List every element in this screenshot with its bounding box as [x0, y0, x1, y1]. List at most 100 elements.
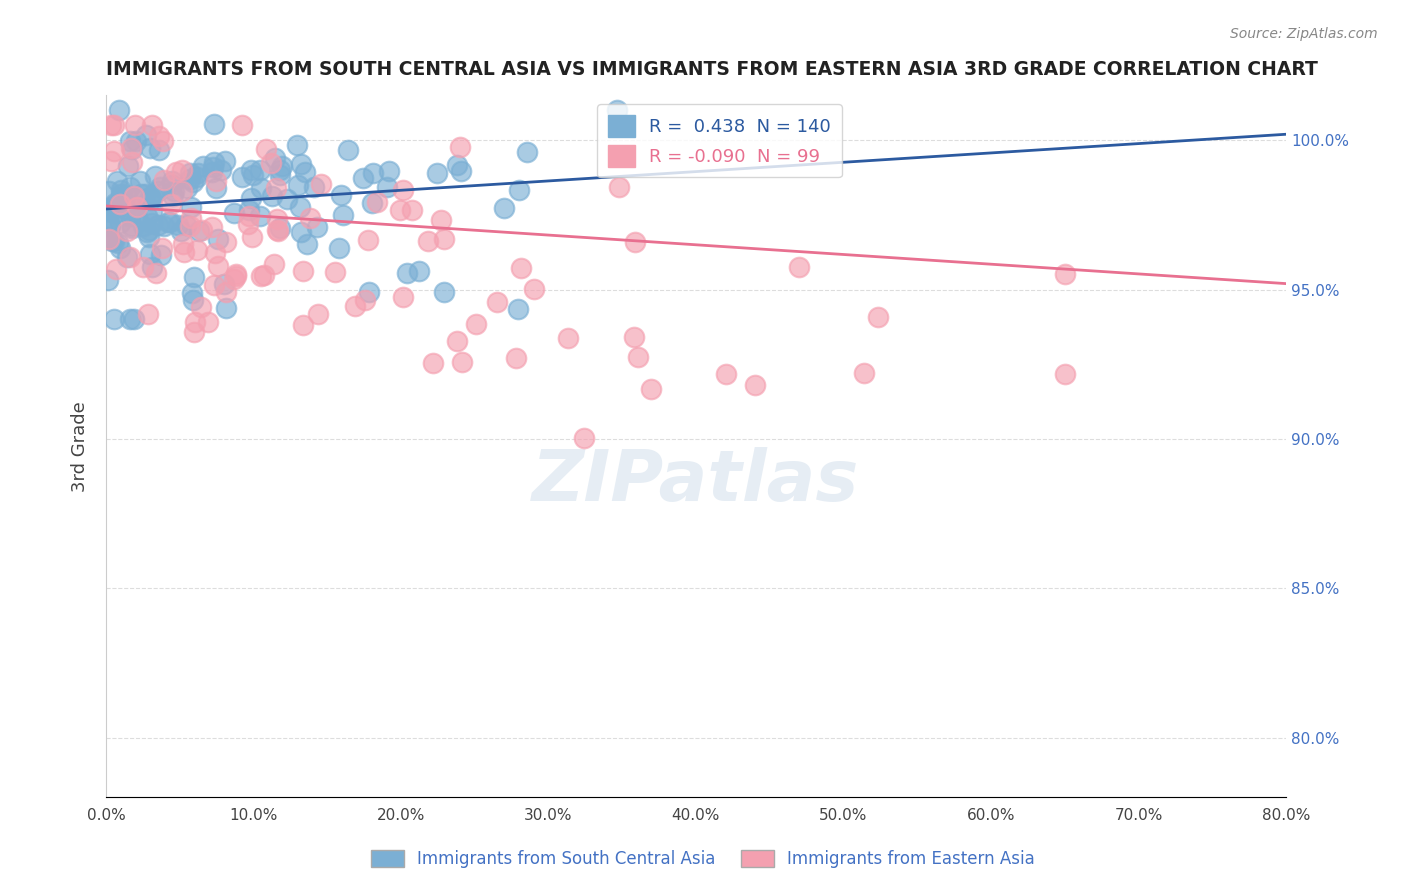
Point — [269, 220, 291, 235]
Point — [138, 223, 160, 237]
Point — [276, 192, 298, 206]
Point — [238, 203, 260, 218]
Point — [516, 145, 538, 159]
Point — [1053, 267, 1076, 281]
Point — [197, 315, 219, 329]
Point — [179, 219, 201, 234]
Point — [98, 218, 121, 232]
Point — [125, 210, 148, 224]
Point — [225, 269, 247, 284]
Point — [142, 188, 165, 202]
Point — [506, 301, 529, 316]
Point — [100, 234, 122, 248]
Point — [181, 293, 204, 307]
Point — [354, 293, 377, 308]
Point — [269, 168, 291, 182]
Point — [97, 232, 120, 246]
Point — [97, 184, 120, 198]
Point — [305, 219, 328, 234]
Point — [357, 233, 380, 247]
Point — [110, 183, 132, 197]
Point — [121, 220, 143, 235]
Point — [110, 190, 132, 204]
Point — [98, 219, 121, 233]
Point — [160, 178, 183, 192]
Point — [236, 217, 259, 231]
Point — [292, 318, 315, 332]
Point — [141, 203, 163, 218]
Point — [627, 350, 650, 364]
Point — [231, 118, 253, 132]
Point — [401, 202, 423, 217]
Point — [120, 141, 142, 155]
Point — [186, 170, 208, 185]
Point — [139, 141, 162, 155]
Point — [180, 200, 202, 214]
Point — [138, 230, 160, 244]
Point — [135, 225, 157, 239]
Point — [250, 269, 273, 284]
Point — [100, 118, 122, 132]
Point — [240, 230, 263, 244]
Point — [422, 356, 444, 370]
Point — [266, 181, 288, 195]
Point — [395, 266, 418, 280]
Point — [148, 129, 170, 144]
Point — [157, 215, 180, 229]
Point — [572, 431, 595, 445]
Point — [150, 248, 173, 262]
Point — [96, 229, 118, 244]
Point — [110, 187, 132, 202]
Point — [623, 329, 645, 343]
Point — [127, 201, 149, 215]
Point — [112, 195, 135, 210]
Point — [332, 209, 354, 223]
Point — [101, 199, 124, 213]
Point — [787, 260, 810, 275]
Point — [121, 155, 143, 169]
Point — [266, 212, 288, 227]
Point — [215, 301, 238, 316]
Point — [215, 285, 238, 300]
Point — [97, 273, 120, 287]
Point — [146, 184, 169, 198]
Point — [118, 134, 141, 148]
Point — [120, 251, 142, 265]
Point — [105, 261, 128, 276]
Point — [129, 186, 152, 201]
Y-axis label: 3rd Grade: 3rd Grade — [72, 401, 89, 491]
Point — [378, 163, 401, 178]
Point — [143, 169, 166, 184]
Point — [606, 103, 628, 118]
Point — [122, 312, 145, 326]
Point — [166, 218, 188, 232]
Point — [214, 277, 236, 292]
Point — [173, 245, 195, 260]
Point — [145, 266, 167, 280]
Point — [307, 307, 329, 321]
Point — [352, 171, 374, 186]
Point — [408, 264, 430, 278]
Point — [170, 184, 193, 198]
Point — [465, 317, 488, 331]
Point — [290, 157, 312, 171]
Point — [640, 382, 662, 396]
Point — [868, 310, 890, 325]
Point — [714, 367, 737, 381]
Point — [176, 181, 198, 195]
Point — [124, 118, 146, 132]
Point — [337, 143, 360, 157]
Point — [450, 163, 472, 178]
Point — [1053, 367, 1076, 381]
Point — [148, 143, 170, 157]
Point — [104, 195, 127, 210]
Point — [187, 166, 209, 180]
Point — [231, 170, 253, 185]
Point — [299, 211, 322, 225]
Point — [204, 246, 226, 260]
Point — [100, 205, 122, 219]
Point — [134, 187, 156, 202]
Point — [450, 355, 472, 369]
Point — [557, 331, 579, 345]
Point — [121, 219, 143, 233]
